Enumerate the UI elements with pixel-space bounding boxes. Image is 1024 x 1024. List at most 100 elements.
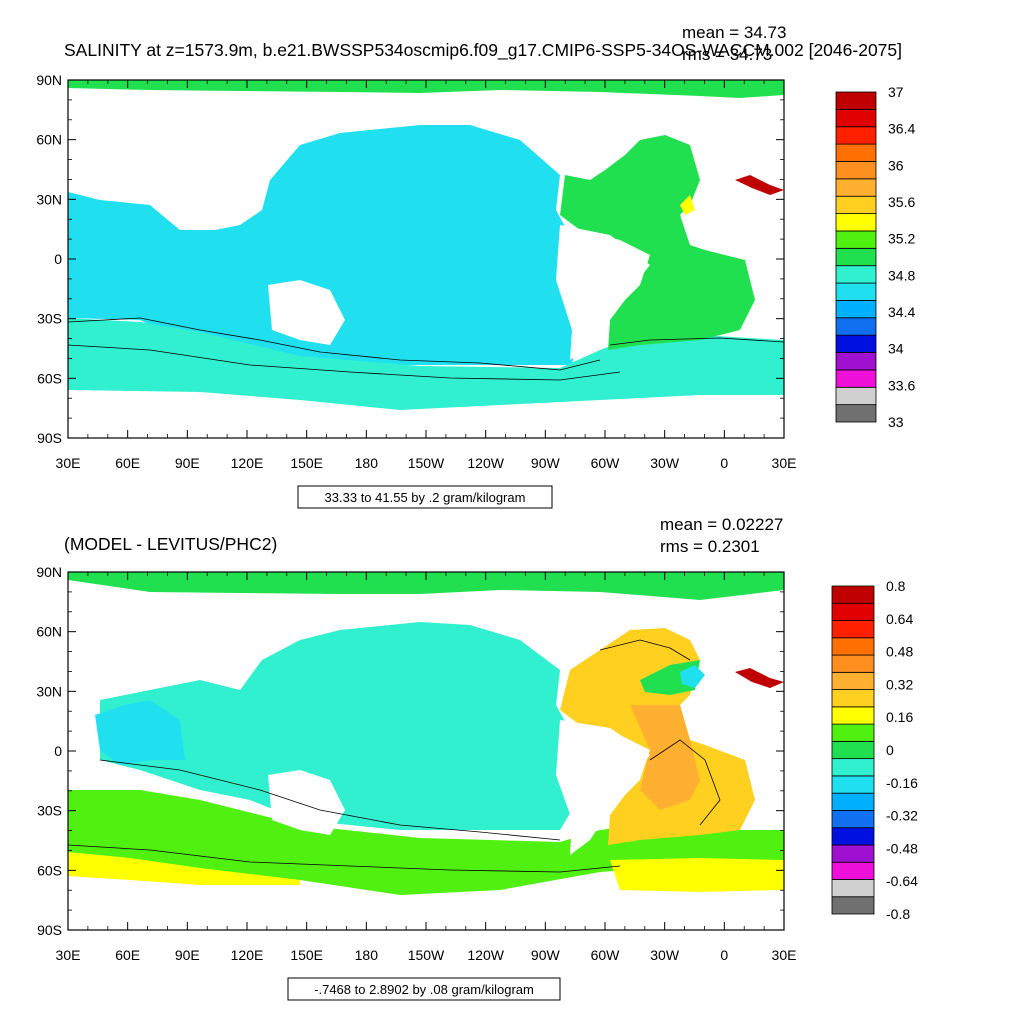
salinity-colorbar-box <box>835 126 877 145</box>
anomaly-x-tick-label: 90W <box>531 947 561 963</box>
salinity-mediterranean <box>735 175 784 195</box>
salinity-x-tick-label: 150W <box>408 455 445 471</box>
salinity-colorbar-label: 36.4 <box>888 121 915 137</box>
salinity-panel: SALINITY at z=1573.9m, b.e21.BWSSP534osc… <box>36 23 915 509</box>
anomaly-colorbar-label: 0.8 <box>886 578 906 594</box>
salinity-colorbar-box <box>835 334 877 353</box>
salinity-x-tick-label: 150E <box>290 455 323 471</box>
salinity-colorbar-box <box>835 161 877 180</box>
salinity-colorbar-box <box>835 213 877 232</box>
salinity-y-tick-label: 30S <box>37 311 62 327</box>
anomaly-x-tick-label: 180 <box>355 947 379 963</box>
salinity-x-axis: 30E 60E 90E 120E 150E 180 150W 120W 90W 60W 30W 0 30… <box>56 80 797 471</box>
anomaly-colorbar-box <box>831 861 875 880</box>
salinity-land-antarctica <box>68 396 784 438</box>
anomaly-colorbar-box <box>831 671 875 690</box>
anomaly-colorbar-box <box>831 706 875 725</box>
salinity-map <box>68 80 784 438</box>
salinity-colorbar-label: 33 <box>888 414 904 430</box>
anomaly-x-tick-label: 150W <box>408 947 445 963</box>
salinity-colorbar-label: 35.6 <box>888 194 915 210</box>
anomaly-colorbar-label: 0 <box>886 742 894 758</box>
anomaly-x-tick-label: 30E <box>56 947 81 963</box>
salinity-x-tick-label: 30E <box>772 455 797 471</box>
anomaly-colorbar-box <box>831 602 875 621</box>
salinity-contour-1 <box>68 317 601 371</box>
salinity-colorbar-box <box>835 317 877 336</box>
anomaly-colorbar-label: -0.64 <box>886 873 918 889</box>
salinity-x-tick-label: 60E <box>115 455 140 471</box>
salinity-mean: mean = 34.73 <box>682 23 786 42</box>
salinity-colorbar-box <box>835 178 877 197</box>
anomaly-x-tick-label: 90E <box>175 947 200 963</box>
salinity-land-australia <box>268 280 345 345</box>
anomaly-x-tick-label: 30W <box>650 947 680 963</box>
anomaly-colorbar-box <box>831 620 875 639</box>
anomaly-y-tick-label: 0 <box>54 743 62 759</box>
anomaly-colorbar-box <box>831 689 875 708</box>
anomaly-y-axis: 90N 60N 30N 0 30S 60S 90S <box>36 564 784 938</box>
anomaly-x-tick-label: 120W <box>467 947 504 963</box>
anomaly-colorbar-box <box>831 879 875 898</box>
salinity-outflow-tongue <box>680 195 695 215</box>
anomaly-map <box>68 572 784 930</box>
anomaly-x-tick-label: 30E <box>772 947 797 963</box>
salinity-x-tick-label: 180 <box>355 455 379 471</box>
salinity-colorbar-box <box>835 352 877 371</box>
salinity-colorbar-box <box>835 369 877 388</box>
anomaly-x-tick-label: 120E <box>231 947 264 963</box>
salinity-colorbar-box <box>835 404 877 423</box>
anomaly-title: (MODEL - LEVITUS/PHC2) <box>64 534 277 554</box>
anomaly-colorbar-box <box>831 810 875 829</box>
salinity-colorbar-label: 37 <box>888 84 904 100</box>
salinity-x-tick-label: 120E <box>231 455 264 471</box>
anomaly-colorbar-label: -0.16 <box>886 775 918 791</box>
salinity-y-tick-label: 90S <box>37 430 62 446</box>
anomaly-colorbar-box <box>831 585 875 604</box>
salinity-colorbar-box <box>835 108 877 128</box>
anomaly-colorbar-label: 0.64 <box>886 611 913 627</box>
salinity-x-tick-label: 30E <box>56 455 81 471</box>
anomaly-panel: (MODEL - LEVITUS/PHC2) mean = 0.02227 rm… <box>36 515 918 1001</box>
anomaly-colorbar-box <box>831 740 875 760</box>
anomaly-colorbar-label: 0.48 <box>886 644 913 660</box>
salinity-colorbar-box <box>835 143 877 162</box>
salinity-y-tick-label: 30N <box>36 191 62 207</box>
salinity-y-tick-label: 60S <box>37 370 62 386</box>
anomaly-contour-1 <box>99 759 561 841</box>
anomaly-land-antarctica <box>68 885 784 930</box>
salinity-title: SALINITY at z=1573.9m, b.e21.BWSSP534osc… <box>64 40 902 61</box>
anomaly-contour-2 <box>68 844 621 873</box>
salinity-x-tick-label: 0 <box>720 455 728 471</box>
salinity-contour-2 <box>68 344 621 381</box>
anomaly-y-tick-label: 30N <box>36 683 62 699</box>
salinity-colorbar-label: 33.6 <box>888 377 915 393</box>
anomaly-southern-yellow-east <box>610 858 784 892</box>
salinity-contour-info: 33.33 to 41.55 by .2 gram/kilogram <box>325 490 526 505</box>
anomaly-colorbar-box <box>831 637 875 656</box>
salinity-colorbar-label: 34 <box>888 341 904 357</box>
salinity-y-tick-label: 90N <box>36 72 62 88</box>
anomaly-x-tick-label: 60W <box>591 947 621 963</box>
anomaly-mediterranean <box>735 668 784 688</box>
salinity-ocean-atlantic <box>560 135 755 350</box>
salinity-colorbar-label: 36 <box>888 157 904 173</box>
anomaly-x-axis: 30E 60E 90E 120E 150E 180 150W 120W 90W 60W 30W 0 30… <box>56 572 797 963</box>
salinity-colorbar: 33 33.6 34 34.4 34.8 35.2 35.6 36 36.4 37 <box>835 84 915 430</box>
salinity-colorbar-box <box>835 230 877 249</box>
salinity-colorbar-label: 35.2 <box>888 231 915 247</box>
anomaly-atlantic-blue <box>680 665 705 688</box>
anomaly-x-tick-label: 0 <box>720 947 728 963</box>
anomaly-colorbar-label: -0.48 <box>886 840 918 856</box>
anomaly-colorbar-label: 0.16 <box>886 709 913 725</box>
anomaly-colorbar-box <box>831 723 875 742</box>
salinity-y-tick-label: 0 <box>54 251 62 267</box>
salinity-contour-info-box <box>297 485 553 509</box>
salinity-colorbar-box <box>835 265 877 284</box>
anomaly-colorbar-label: -0.32 <box>886 808 918 824</box>
salinity-colorbar-box <box>835 91 877 110</box>
anomaly-x-tick-label: 150E <box>290 947 323 963</box>
anomaly-contour-info-box <box>287 977 561 1001</box>
salinity-y-tick-label: 60N <box>36 132 62 148</box>
salinity-colorbar-label: 34.4 <box>888 304 915 320</box>
